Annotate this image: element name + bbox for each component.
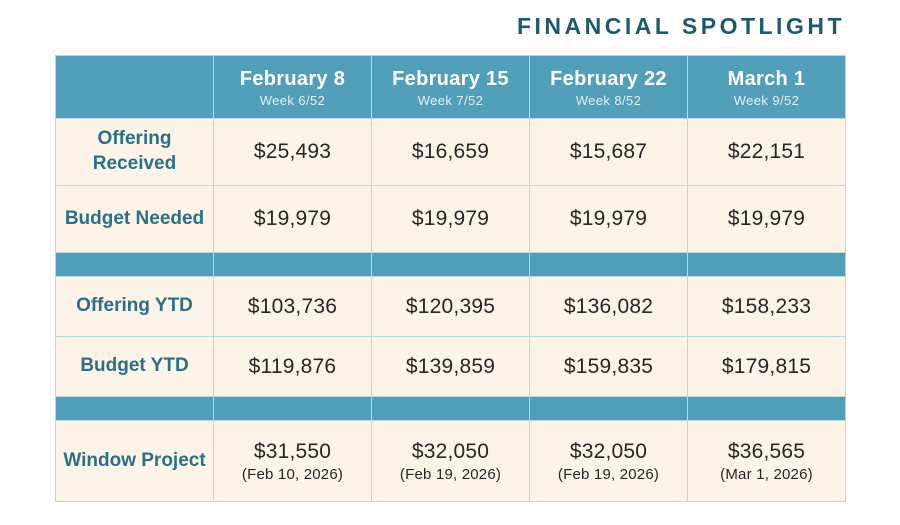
value-date: (Feb 19, 2026) — [399, 465, 502, 483]
column-header-week: Week 9/52 — [733, 92, 800, 108]
value-cell: $32,050 (Feb 19, 2026) — [529, 420, 688, 502]
financial-table: February 8 Week 6/52 February 15 Week 7/… — [55, 55, 846, 502]
value-date: (Feb 10, 2026) — [241, 465, 344, 483]
column-header-week: Week 8/52 — [575, 92, 642, 108]
row-label: Offering YTD — [55, 276, 214, 337]
row-label: Budget YTD — [55, 336, 214, 397]
value-cell: $159,835 — [529, 336, 688, 397]
value-cell: $158,233 — [687, 276, 846, 337]
table-row-window-project: Window Project $31,550 (Feb 10, 2026) $3… — [55, 420, 846, 502]
value-amount: $36,565 — [727, 439, 806, 463]
value-cell: $36,565 (Mar 1, 2026) — [687, 420, 846, 502]
corner-header-cell — [55, 55, 214, 119]
column-header-mar1: March 1 Week 9/52 — [687, 55, 846, 119]
row-label: Budget Needed — [55, 185, 214, 253]
table-row-budget-needed: Budget Needed $19,979 $19,979 $19,979 $1… — [55, 185, 846, 253]
table-row-offering-ytd: Offering YTD $103,736 $120,395 $136,082 … — [55, 276, 846, 337]
value-cell: $119,876 — [213, 336, 372, 397]
value-amount: $32,050 — [411, 439, 490, 463]
value-cell: $32,050 (Feb 19, 2026) — [371, 420, 530, 502]
page-title: FINANCIAL SPOTLIGHT — [516, 13, 845, 39]
value-amount: $32,050 — [569, 439, 648, 463]
column-header-label: February 15 — [392, 67, 509, 90]
table-row-budget-ytd: Budget YTD $119,876 $139,859 $159,835 $1… — [55, 336, 846, 397]
column-header-week: Week 6/52 — [259, 92, 326, 108]
table-header-row: February 8 Week 6/52 February 15 Week 7/… — [55, 55, 846, 119]
column-header-week: Week 7/52 — [417, 92, 484, 108]
value-cell: $22,151 — [687, 118, 846, 186]
value-cell: $139,859 — [371, 336, 530, 397]
value-cell: $15,687 — [529, 118, 688, 186]
value-amount: $31,550 — [253, 439, 332, 463]
row-label: Window Project — [55, 420, 214, 502]
column-header-label: February 8 — [239, 67, 346, 90]
value-cell: $19,979 — [529, 185, 688, 253]
value-cell: $25,493 — [213, 118, 372, 186]
value-cell: $19,979 — [213, 185, 372, 253]
value-cell: $103,736 — [213, 276, 372, 337]
value-cell: $19,979 — [687, 185, 846, 253]
column-header-feb15: February 15 Week 7/52 — [371, 55, 530, 119]
value-date: (Feb 19, 2026) — [557, 465, 660, 483]
column-header-feb8: February 8 Week 6/52 — [213, 55, 372, 119]
value-date: (Mar 1, 2026) — [720, 465, 813, 483]
column-header-feb22: February 22 Week 8/52 — [529, 55, 688, 119]
value-cell: $16,659 — [371, 118, 530, 186]
value-cell: $179,815 — [687, 336, 846, 397]
separator-band — [55, 396, 846, 421]
value-cell: $31,550 (Feb 10, 2026) — [213, 420, 372, 502]
value-cell: $120,395 — [371, 276, 530, 337]
value-cell: $19,979 — [371, 185, 530, 253]
column-header-label: February 22 — [550, 67, 667, 90]
table-row-offering-received: Offering Received $25,493 $16,659 $15,68… — [55, 118, 846, 186]
separator-band — [55, 252, 846, 277]
row-label: Offering Received — [55, 118, 214, 186]
column-header-label: March 1 — [727, 67, 806, 90]
value-cell: $136,082 — [529, 276, 688, 337]
